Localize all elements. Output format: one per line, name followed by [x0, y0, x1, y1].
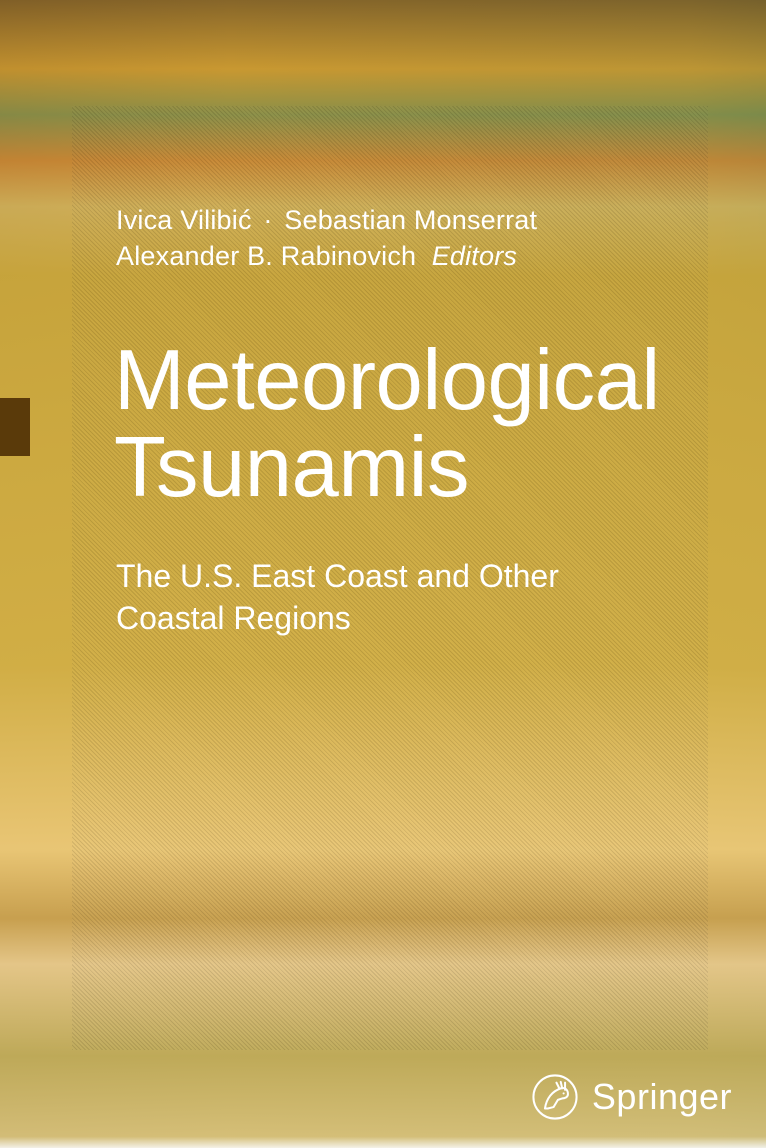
subtitle-text: The U.S. East Coast and Other Coastal Re…	[116, 558, 559, 636]
separator-dot: ·	[259, 205, 276, 235]
springer-horse-icon	[532, 1074, 578, 1120]
book-cover: Ivica Vilibić · Sebastian Monserrat Alex…	[0, 0, 766, 1148]
left-accent-bar	[0, 398, 30, 456]
publisher-name: Springer	[592, 1076, 732, 1118]
book-subtitle: The U.S. East Coast and Other Coastal Re…	[116, 556, 636, 639]
editor-name: Sebastian Monserrat	[284, 205, 537, 235]
publisher-block: Springer	[532, 1074, 732, 1120]
book-title: Meteorological Tsunamis	[114, 338, 766, 511]
editor-name: Alexander B. Rabinovich	[116, 241, 416, 271]
editors-role-label: Editors	[432, 241, 517, 271]
editors-block: Ivica Vilibić · Sebastian Monserrat Alex…	[116, 202, 537, 275]
title-text: Meteorological Tsunamis	[114, 333, 660, 515]
editor-name: Ivica Vilibić	[116, 205, 252, 235]
